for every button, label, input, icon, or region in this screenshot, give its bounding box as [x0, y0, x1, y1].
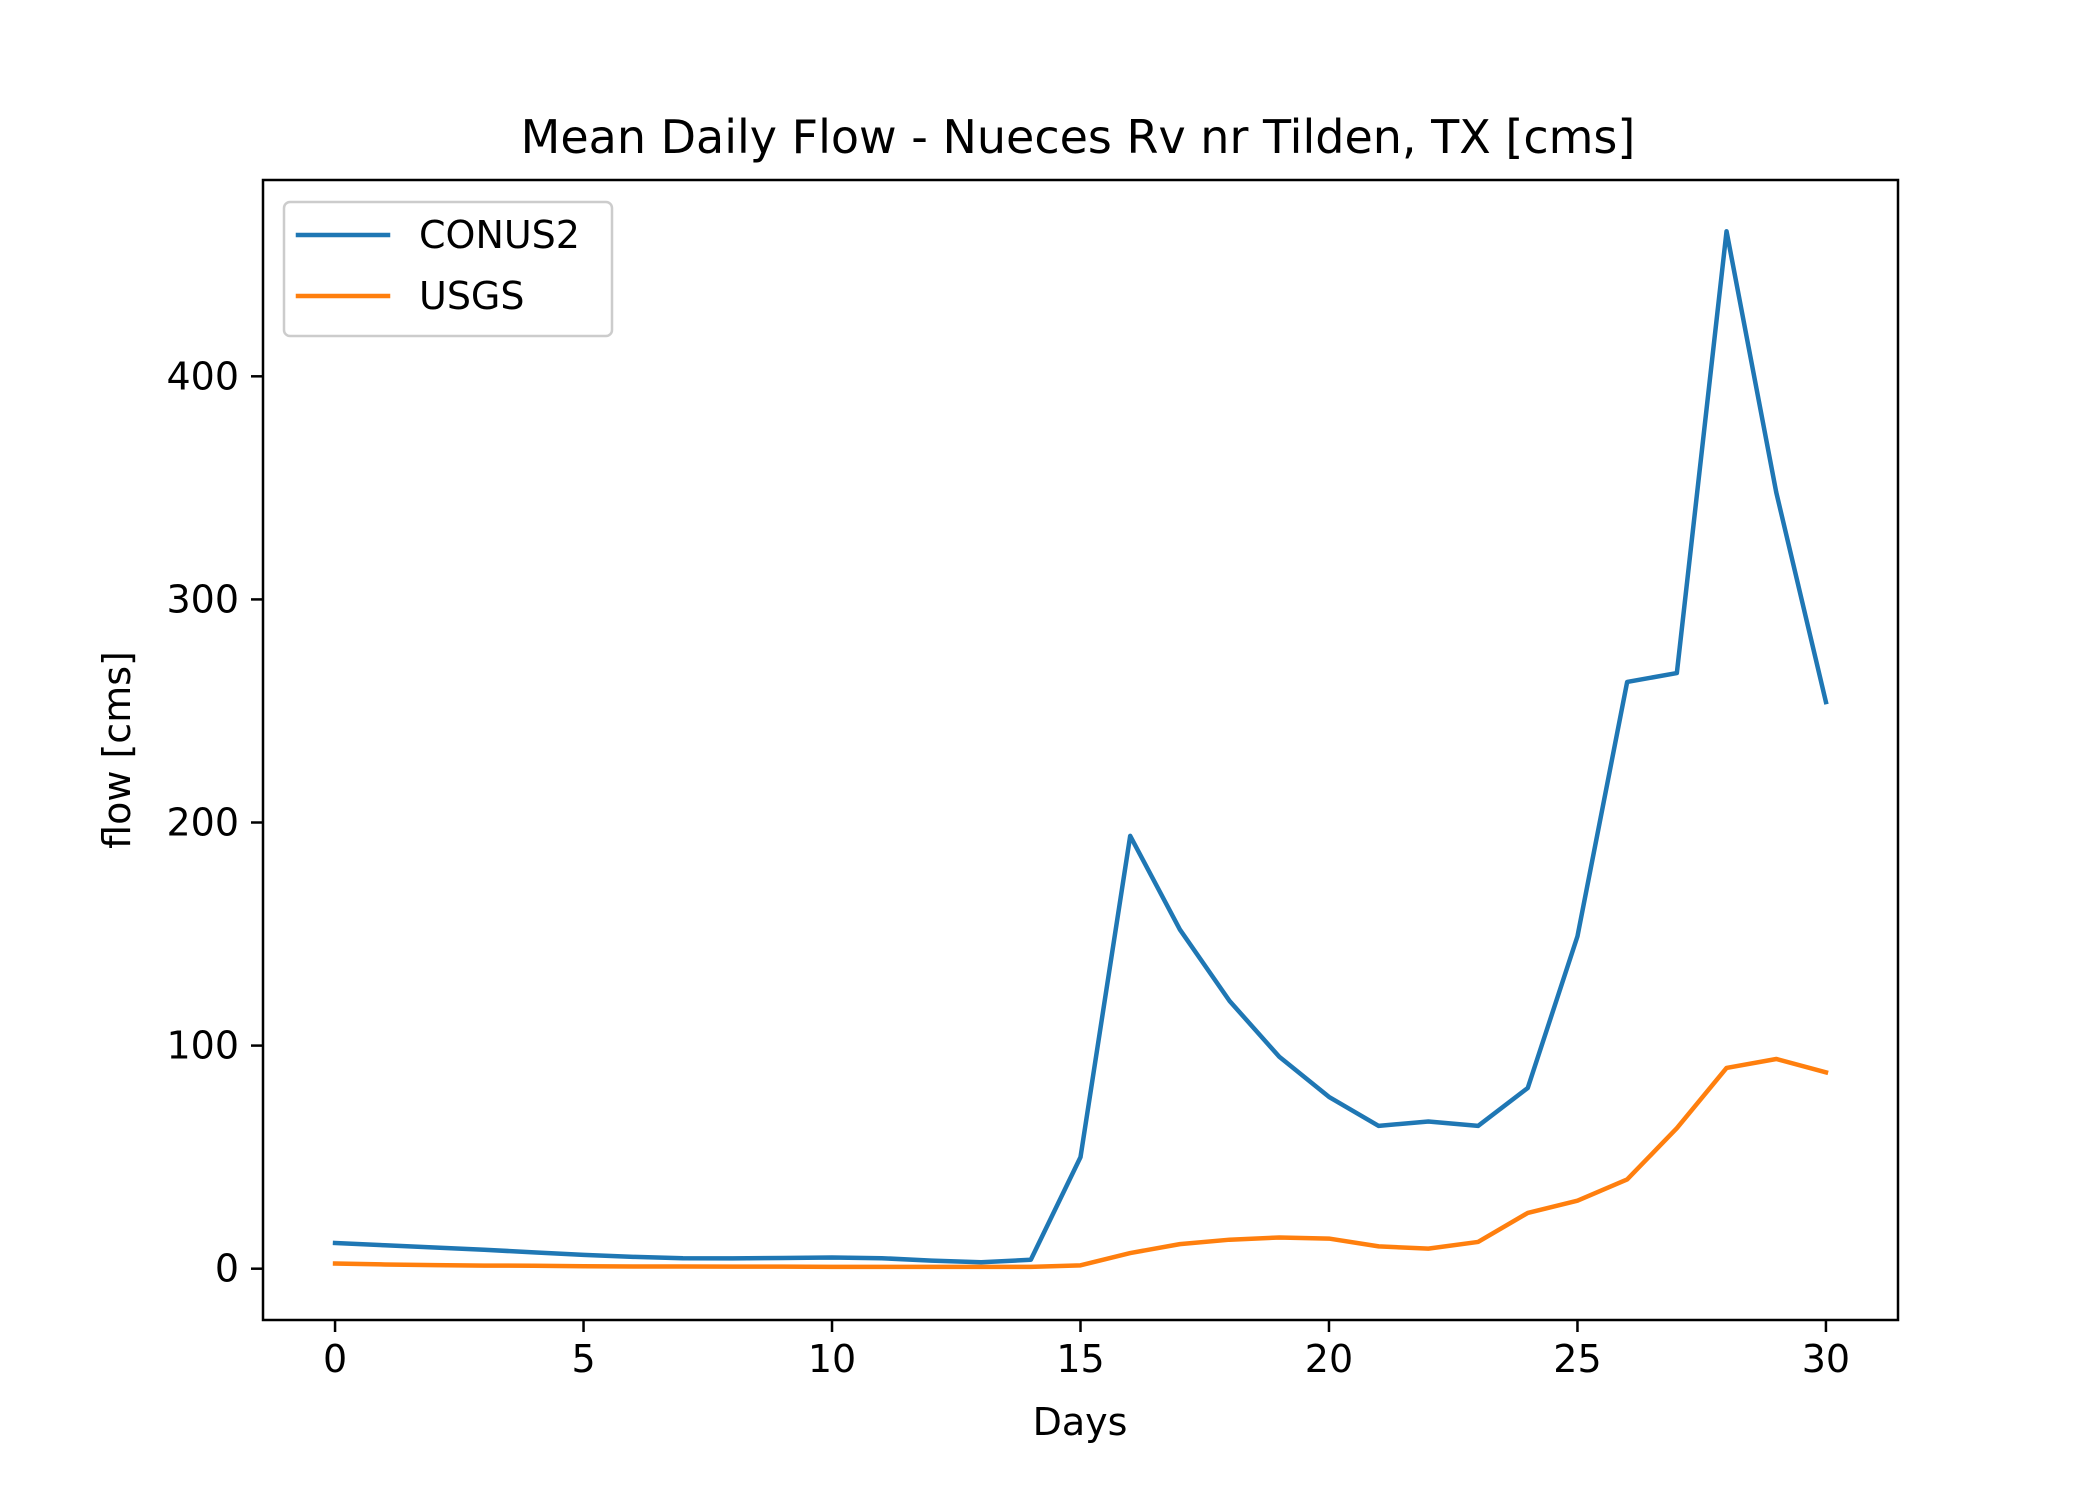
chart-title: Mean Daily Flow - Nueces Rv nr Tilden, T… [521, 110, 1636, 164]
y-tick-label: 0 [215, 1247, 239, 1291]
x-tick-label: 25 [1553, 1337, 1601, 1381]
x-axis-title: Days [1033, 1400, 1128, 1444]
y-axis-title: flow [cms] [95, 651, 139, 849]
x-tick-label: 20 [1305, 1337, 1353, 1381]
x-tick-label: 30 [1802, 1337, 1850, 1381]
plot-frame [261, 178, 1900, 1322]
x-tick-label: 0 [323, 1337, 347, 1381]
y-axis: 0 100 200 300 400 [166, 354, 263, 1291]
series-line-usgs [332, 1056, 1829, 1270]
legend-label-usgs: USGS [419, 274, 525, 318]
y-tick-label: 200 [166, 801, 239, 845]
x-tick-label: 15 [1056, 1337, 1104, 1381]
y-tick-label: 400 [166, 354, 239, 398]
legend: CONUS2 USGS [282, 200, 614, 338]
x-axis: 0 5 10 15 20 25 30 [323, 1320, 1850, 1381]
x-tick-label: 5 [571, 1337, 595, 1381]
legend-label-conus2: CONUS2 [419, 213, 580, 257]
series-line-conus2 [332, 229, 1829, 1265]
plot-area [332, 229, 1829, 1270]
x-tick-label: 10 [808, 1337, 856, 1381]
y-tick-label: 100 [166, 1024, 239, 1068]
y-tick-label: 300 [166, 577, 239, 621]
